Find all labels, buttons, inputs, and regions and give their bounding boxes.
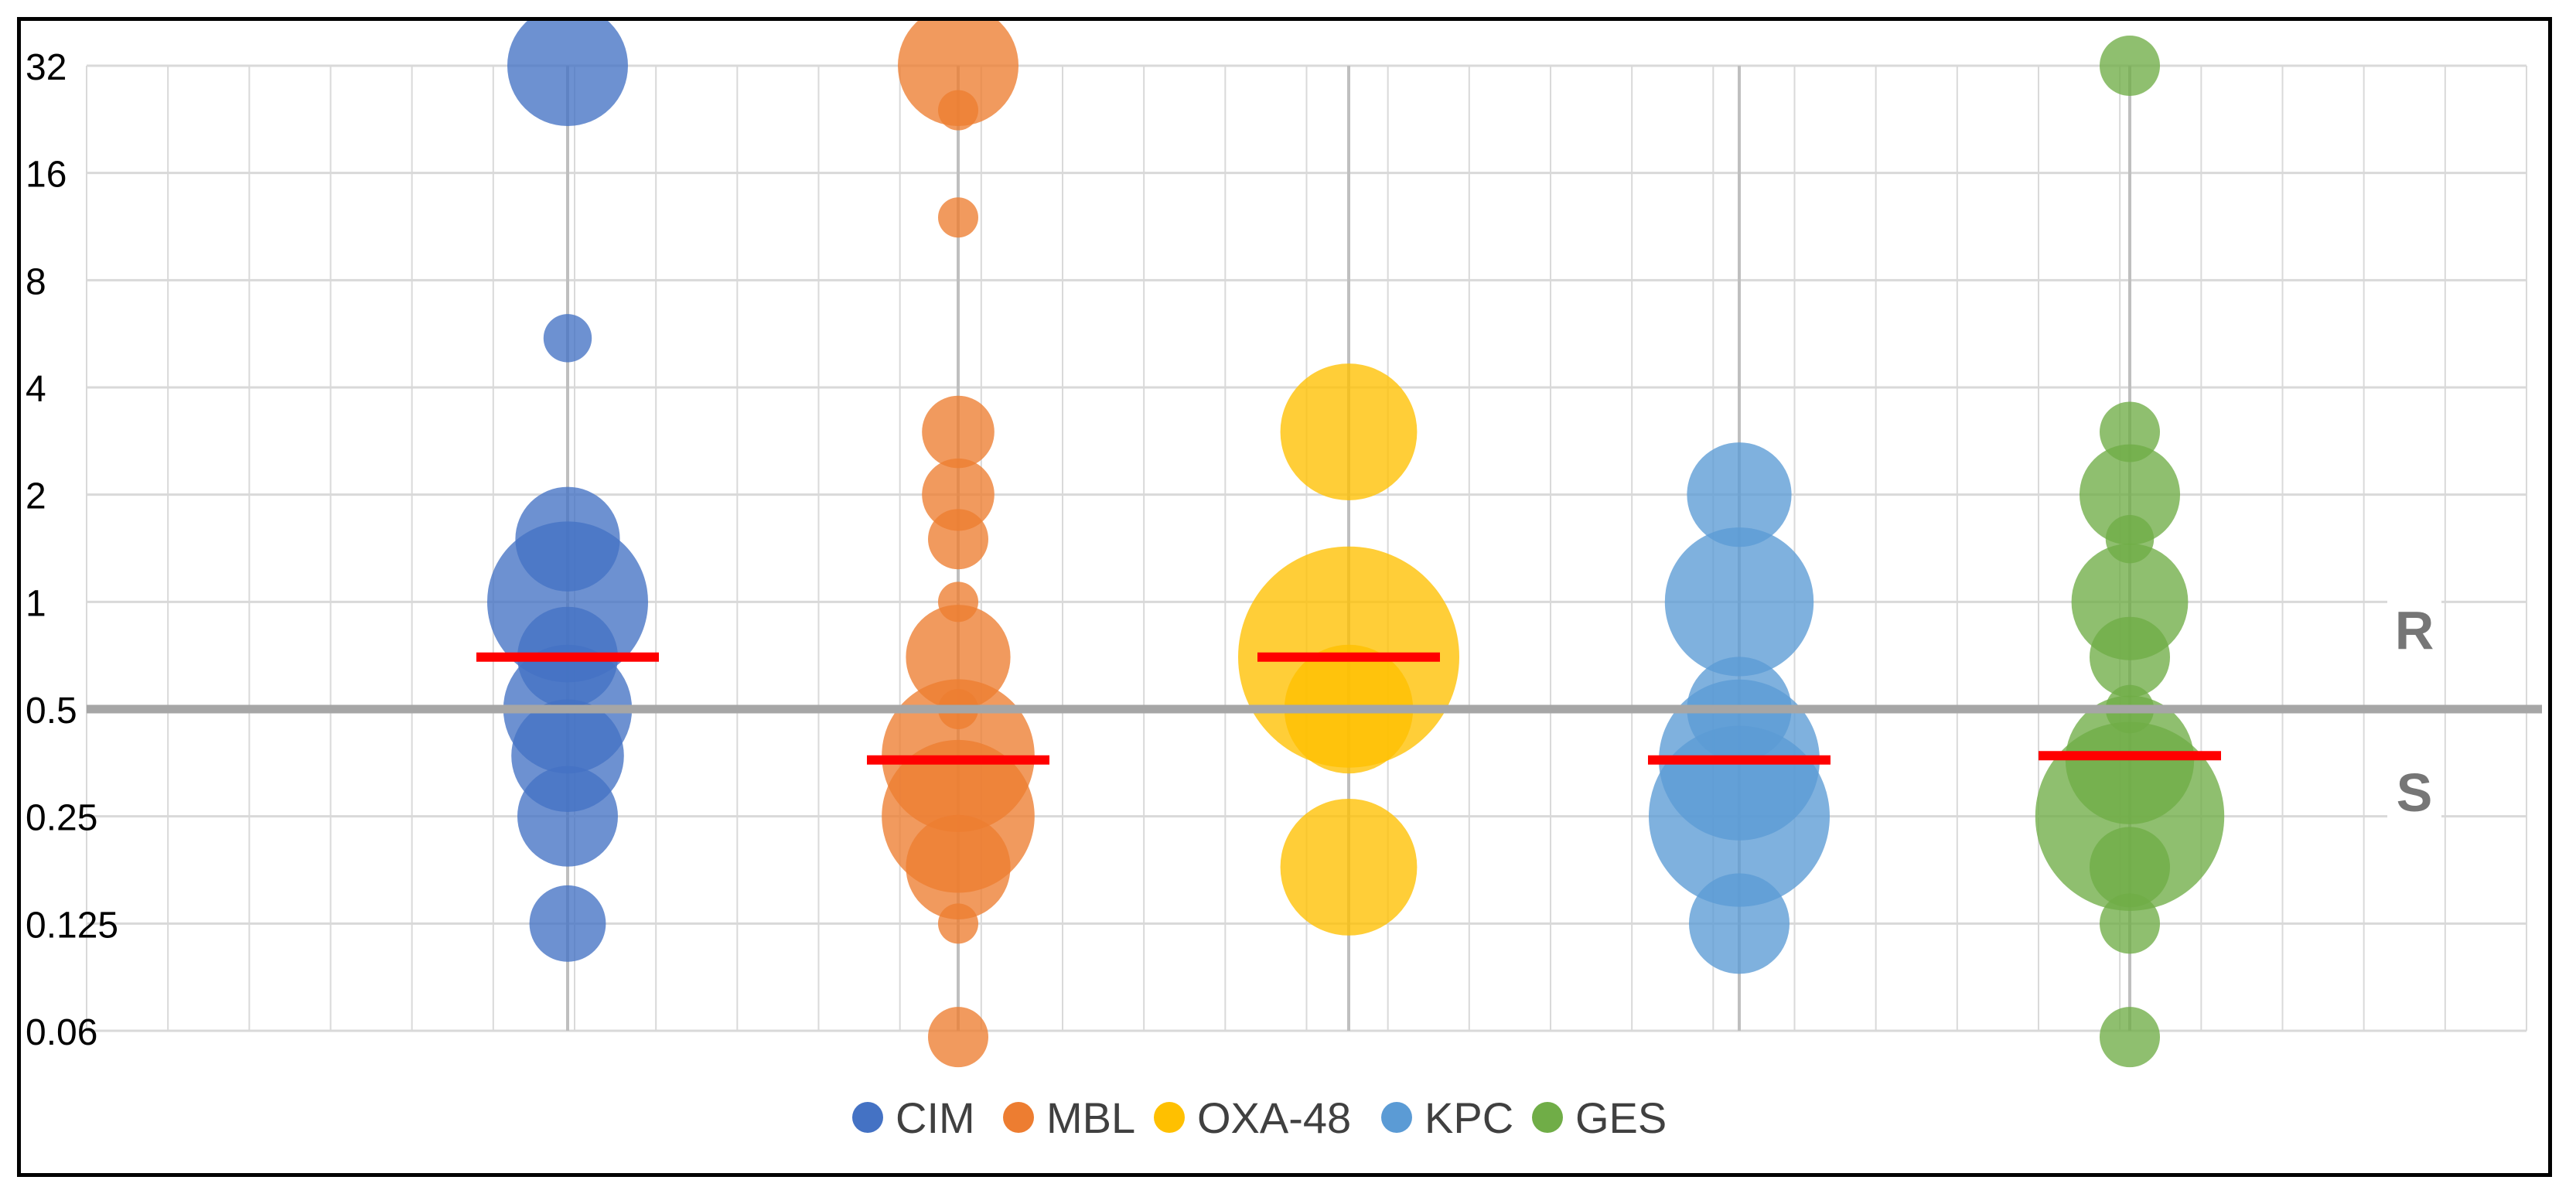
zone-label-r: R [2395,600,2434,660]
legend-mbl-label: MBL [1046,1093,1135,1142]
zone-label-s: S [2397,762,2433,823]
bubble-ges [2100,36,2160,96]
bubble-kpc [1687,442,1792,547]
zone-label-r-bg [2387,597,2441,659]
y-tick-label: 2 [26,476,46,517]
y-tick-label: 0.5 [26,691,77,732]
bubble-mbl [928,1007,988,1068]
legend-oxa48-marker [1154,1102,1185,1133]
y-tick-label: 0.125 [26,905,118,946]
bubble-mbl [922,395,995,469]
legend-kpc-label: KPC [1424,1093,1513,1142]
bubble-ges [2080,444,2180,545]
bubble-cim [515,486,620,592]
y-tick-label: 1 [26,583,46,624]
median-markers [476,652,2221,765]
y-tick-label: 16 [26,155,67,196]
bubble-ges [2105,515,2155,564]
bubble-cim [517,766,618,867]
zone-labels: R S [2387,597,2441,823]
legend: CIM MBL OXA-48 KPC GES [852,1093,1667,1142]
bubble-oxa48 [1280,363,1418,500]
legend-ges-marker [1532,1102,1563,1133]
bubble-cim [529,885,606,962]
bubble-ges [2100,1007,2160,1068]
y-tick-label: 32 [26,47,67,88]
legend-ges-label: GES [1575,1093,1667,1142]
bubble-ges [2100,893,2160,954]
bubble-oxa48 [1280,798,1418,936]
bubble-mbl [906,814,1011,919]
bubble-mbl [928,509,988,570]
bubble-mbl [922,458,995,531]
bubble-mbl [938,90,978,131]
bubble-cim [507,21,628,126]
bubble-ges [2100,401,2160,462]
y-axis-ticks: 32 16 8 4 2 1 0.5 0.25 0.125 0.06 [26,47,118,1053]
bubble-mbl [938,903,978,944]
legend-mbl-marker [1003,1102,1034,1133]
y-tick-label: 8 [26,261,46,302]
y-tick-label: 4 [26,369,46,410]
bubble-mbl [938,197,978,238]
legend-kpc-marker [1381,1102,1412,1133]
bubble-mbl [938,582,978,622]
y-tick-label: 0.25 [26,798,97,839]
chart-frame: 32 16 8 4 2 1 0.5 0.25 0.125 0.06 R S CIM MBL OXA-4… [17,17,2552,1177]
legend-cim-label: CIM [896,1093,975,1142]
bubble-mbl [898,21,1018,126]
bubble-kpc [1664,527,1814,677]
bubble-kpc [1689,873,1790,974]
bubble-chart: 32 16 8 4 2 1 0.5 0.25 0.125 0.06 R S CIM MBL OXA-4… [26,21,2542,1142]
y-tick-label: 0.06 [26,1012,97,1053]
bubble-cim [543,314,592,363]
zone-label-s-bg [2387,759,2441,821]
legend-oxa48-label: OXA-48 [1197,1093,1351,1142]
bubble-ges [2090,616,2170,698]
bubbles [487,21,2225,1068]
bubble-ges [2090,827,2170,908]
bubble-mbl [906,605,1011,710]
legend-cim-marker [852,1102,883,1133]
